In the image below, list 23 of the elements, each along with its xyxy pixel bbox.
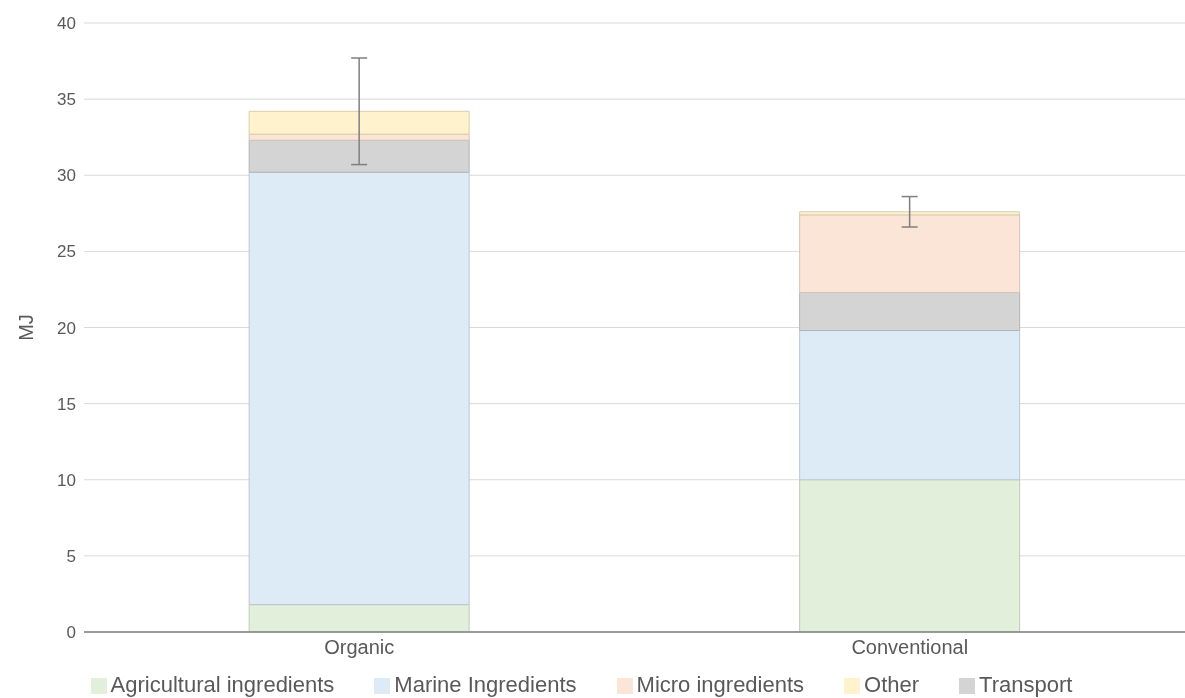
bar bbox=[248, 171, 470, 606]
y-tick-label: 30 bbox=[57, 166, 76, 186]
x-tick-label: Conventional bbox=[851, 636, 969, 659]
bar bbox=[799, 330, 1021, 481]
bar bbox=[248, 139, 470, 173]
y-axis-title: MJ bbox=[15, 314, 38, 341]
y-tick-label: 35 bbox=[57, 90, 76, 110]
bar bbox=[799, 479, 1021, 632]
legend-label: Other bbox=[864, 672, 920, 697]
bar bbox=[248, 604, 470, 632]
legend-label: Agricultural ingredients bbox=[110, 672, 335, 697]
legend-label: Micro ingredients bbox=[636, 672, 805, 697]
legend-label: Marine Ingredients bbox=[394, 672, 577, 697]
y-tick-label: 25 bbox=[57, 242, 76, 262]
legend-label: Transport bbox=[979, 672, 1073, 697]
y-tick-label: 20 bbox=[57, 318, 76, 338]
y-tick-label: 0 bbox=[66, 623, 76, 643]
bar bbox=[799, 214, 1021, 293]
y-tick-label: 40 bbox=[57, 14, 76, 34]
x-tick-label: Organic bbox=[324, 636, 395, 659]
y-tick-label: 10 bbox=[57, 470, 76, 490]
y-tick-label: 5 bbox=[66, 546, 76, 566]
y-tick-label: 15 bbox=[57, 394, 76, 414]
